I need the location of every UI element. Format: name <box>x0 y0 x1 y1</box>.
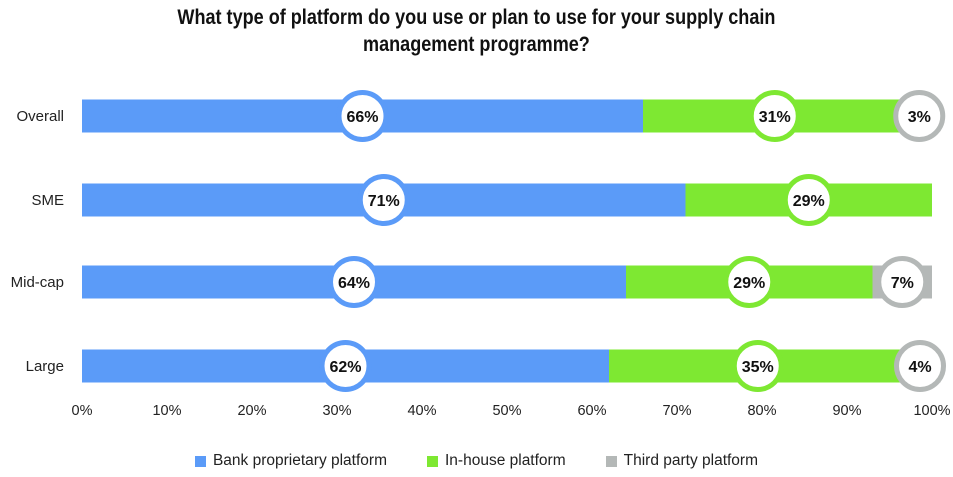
chart-title-line-2: management programme? <box>363 33 590 56</box>
legend-label-1: In-house platform <box>445 452 566 469</box>
legend-swatch-1 <box>427 455 438 467</box>
legend-swatch-2 <box>605 455 617 467</box>
x-tick-label-4: 40% <box>407 403 436 419</box>
x-tick-label-10: 100% <box>913 403 950 419</box>
value-circle-0-2 <box>893 90 946 142</box>
legend-label-0: Bank proprietary platform <box>212 452 387 469</box>
legend-label-2: Third party platform <box>623 452 759 469</box>
legend-item-2: Third party platform <box>605 452 759 470</box>
x-tick-label-3: 30% <box>322 403 351 419</box>
value-circle-1-0 <box>357 174 410 226</box>
x-tick-label-8: 80% <box>747 403 776 419</box>
value-circle-2-2 <box>876 256 929 308</box>
chart-title: What type of platform do you use or plan… <box>67 4 887 58</box>
category-label-1: SME <box>31 192 64 209</box>
chart-legend: Bank proprietary platform In-house platfo… <box>0 452 953 470</box>
legend-swatch-0 <box>194 455 206 467</box>
chart-title-line-1: What type of platform do you use or plan… <box>177 6 776 29</box>
data-label-0-2: 3% <box>908 109 931 126</box>
data-label-1-1: 29% <box>793 193 825 210</box>
value-circle-2-1 <box>723 256 776 308</box>
data-label-2-0: 64% <box>338 275 370 292</box>
x-tick-label-1: 10% <box>152 403 181 419</box>
x-tick-label-0: 0% <box>72 403 93 419</box>
value-circle-3-1 <box>731 340 784 392</box>
x-tick-label-5: 50% <box>492 403 521 419</box>
value-circle-1-1 <box>782 174 835 226</box>
data-label-0-1: 31% <box>759 109 791 126</box>
data-label-2-2: 7% <box>891 275 914 292</box>
value-circle-0-0 <box>336 90 389 142</box>
value-circle-0-1 <box>748 90 801 142</box>
data-label-3-2: 4% <box>908 359 931 376</box>
data-label-0-0: 66% <box>346 109 378 126</box>
category-label-2: Mid-cap <box>11 274 64 291</box>
value-circle-3-0 <box>319 340 372 392</box>
data-label-1-0: 71% <box>368 193 400 210</box>
value-circle-3-2 <box>894 340 946 392</box>
legend-item-1: In-house platform <box>427 452 566 470</box>
data-label-2-1: 29% <box>733 275 765 292</box>
x-tick-label-9: 90% <box>832 403 861 419</box>
x-tick-label-2: 20% <box>237 403 266 419</box>
legend-item-0: Bank proprietary platform <box>194 452 387 470</box>
data-label-3-1: 35% <box>742 359 774 376</box>
x-tick-label-7: 70% <box>662 403 691 419</box>
category-label-0: Overall <box>16 108 64 125</box>
category-label-3: Large <box>26 358 64 375</box>
data-label-3-0: 62% <box>329 359 361 376</box>
value-circle-2-0 <box>328 256 380 308</box>
x-tick-label-6: 60% <box>577 403 606 419</box>
